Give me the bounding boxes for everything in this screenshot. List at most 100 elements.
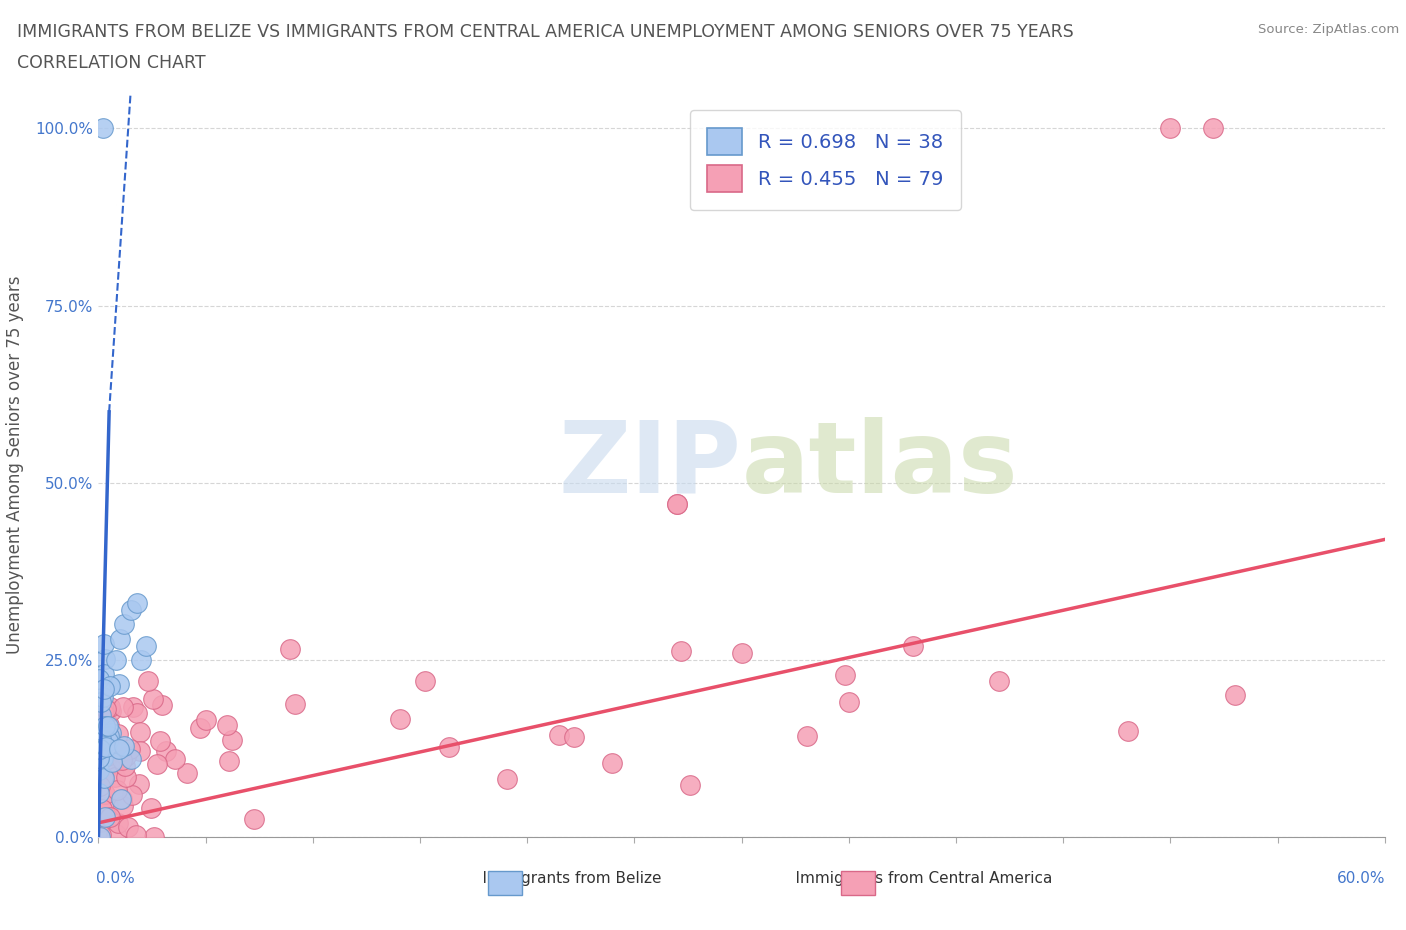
Point <box>111 791 134 806</box>
Point <box>115 770 138 785</box>
Point <box>96 739 118 754</box>
Point <box>87 763 110 777</box>
Point <box>101 754 124 769</box>
Point <box>89 742 111 757</box>
Point <box>176 765 198 780</box>
Point <box>131 653 153 668</box>
Point <box>91 705 114 720</box>
Point <box>128 724 150 739</box>
Point <box>94 810 117 825</box>
Point <box>97 798 120 813</box>
Point <box>388 711 411 726</box>
Point <box>94 718 117 733</box>
Point <box>218 753 240 768</box>
Point <box>97 718 120 733</box>
Point <box>666 497 689 512</box>
Point <box>195 712 218 727</box>
Point <box>98 728 121 743</box>
Text: 0.0%: 0.0% <box>96 871 135 886</box>
Point <box>104 653 127 668</box>
Point <box>100 725 122 740</box>
Point <box>98 810 121 825</box>
Point <box>93 771 115 786</box>
Point <box>115 749 138 764</box>
Point <box>125 706 148 721</box>
Point <box>838 695 860 710</box>
Point <box>987 673 1010 688</box>
Point <box>796 728 818 743</box>
Point <box>1160 121 1182 136</box>
Point <box>108 741 131 756</box>
Point <box>97 733 120 748</box>
Point <box>98 679 121 694</box>
Point <box>94 702 117 717</box>
Point <box>112 799 135 814</box>
Point <box>117 819 139 834</box>
Point <box>110 752 132 767</box>
Point <box>496 771 519 786</box>
Point <box>136 673 159 688</box>
Point <box>96 749 118 764</box>
Point <box>135 638 157 653</box>
Point <box>87 786 110 801</box>
Point <box>93 637 115 652</box>
Point <box>1223 688 1246 703</box>
Point <box>278 642 301 657</box>
Point <box>125 596 148 611</box>
Point <box>139 801 162 816</box>
Point <box>243 812 266 827</box>
Text: IMMIGRANTS FROM BELIZE VS IMMIGRANTS FROM CENTRAL AMERICA UNEMPLOYMENT AMONG SEN: IMMIGRANTS FROM BELIZE VS IMMIGRANTS FRO… <box>17 23 1074 41</box>
Point <box>94 764 117 779</box>
Point <box>1116 724 1139 738</box>
Point <box>90 732 112 747</box>
Point <box>120 741 142 756</box>
Point <box>89 778 111 793</box>
Point <box>163 752 186 767</box>
Point <box>121 699 143 714</box>
Point <box>834 667 856 682</box>
Point <box>149 734 172 749</box>
Point <box>90 815 112 830</box>
Point <box>146 756 169 771</box>
Point <box>104 826 127 841</box>
Point <box>103 756 125 771</box>
Point <box>150 698 173 712</box>
Point <box>413 674 436 689</box>
Point <box>731 645 754 660</box>
Point <box>124 828 146 843</box>
Point <box>93 787 115 802</box>
Point <box>87 751 110 765</box>
Point <box>93 751 115 765</box>
Point <box>104 769 127 784</box>
Point <box>142 692 165 707</box>
Legend: R = 0.698   N = 38, R = 0.455   N = 79: R = 0.698 N = 38, R = 0.455 N = 79 <box>690 110 960 210</box>
Point <box>87 672 110 687</box>
Point <box>93 666 115 681</box>
Point <box>91 690 114 705</box>
Text: atlas: atlas <box>742 417 1018 513</box>
Point <box>669 644 692 658</box>
Text: Source: ZipAtlas.com: Source: ZipAtlas.com <box>1258 23 1399 36</box>
Point <box>108 745 131 760</box>
Point <box>678 777 700 792</box>
Point <box>221 733 243 748</box>
Point <box>93 682 115 697</box>
Point <box>112 739 135 754</box>
Point <box>284 697 307 711</box>
Point <box>107 783 129 798</box>
Point <box>90 708 112 723</box>
Point <box>128 777 150 791</box>
Point <box>91 121 114 136</box>
Point <box>1202 121 1225 136</box>
Text: Immigrants from Central America: Immigrants from Central America <box>776 871 1052 886</box>
Point <box>142 830 165 844</box>
Point <box>112 617 135 631</box>
Point <box>89 742 111 757</box>
Text: ZIP: ZIP <box>558 417 742 513</box>
Point <box>437 739 460 754</box>
Point <box>98 717 121 732</box>
Point <box>108 677 131 692</box>
Point <box>562 729 585 744</box>
Point <box>90 828 112 843</box>
Point <box>120 751 142 766</box>
